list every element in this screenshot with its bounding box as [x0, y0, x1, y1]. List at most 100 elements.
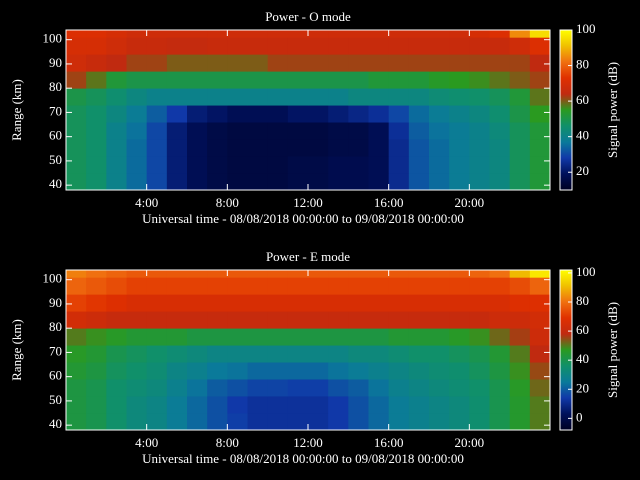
- heatmap-cell: [469, 311, 490, 329]
- heatmap-cell: [529, 105, 551, 123]
- heatmap-cell: [86, 362, 107, 380]
- heatmap-cell: [308, 71, 329, 89]
- heatmap-cell: [469, 71, 490, 89]
- heatmap-cell: [388, 105, 410, 123]
- heatmap-cell: [66, 270, 87, 278]
- heatmap-cell: [187, 105, 208, 123]
- heatmap-cell: [267, 173, 289, 191]
- heatmap-cell: [166, 71, 188, 89]
- heatmap-cell: [328, 328, 349, 346]
- heatmap-cell: [408, 173, 430, 191]
- heatmap-cell: [408, 379, 430, 397]
- heatmap-cell: [529, 122, 551, 140]
- heatmap-cell: [449, 277, 470, 295]
- heatmap-cell: [106, 156, 127, 174]
- heatmap-cell: [146, 345, 168, 363]
- heatmap-cell: [166, 311, 188, 329]
- heatmap-cell: [66, 294, 87, 312]
- heatmap-cell: [247, 379, 269, 397]
- heatmap-cell: [146, 139, 168, 157]
- x-tick-label: 16:00: [374, 195, 404, 210]
- heatmap-cell: [489, 139, 511, 157]
- heatmap-cell: [408, 122, 430, 140]
- heatmap-cell: [267, 396, 289, 414]
- heatmap-cell: [267, 379, 289, 397]
- heatmap-cell: [207, 277, 228, 295]
- y-tick-label: 80: [49, 79, 62, 94]
- heatmap-cell: [126, 362, 148, 380]
- heatmap-cell: [328, 88, 349, 106]
- heatmap-cell: [267, 122, 289, 140]
- heatmap-cell: [227, 379, 248, 397]
- heatmap-cell: [146, 173, 168, 191]
- heatmap-cell: [429, 139, 450, 157]
- heatmap-cell: [469, 277, 490, 295]
- heatmap-cell: [408, 345, 430, 363]
- heatmap-cell: [348, 396, 369, 414]
- heatmap-cell: [408, 277, 430, 295]
- heatmap-cell: [227, 413, 248, 431]
- heatmap-cell: [328, 71, 349, 89]
- heatmap-cell: [449, 156, 470, 174]
- y-axis-label: Range (km): [9, 319, 24, 381]
- heatmap-cell: [308, 362, 329, 380]
- heatmap-cell: [429, 71, 450, 89]
- heatmap-cell: [429, 379, 450, 397]
- heatmap-cell: [66, 328, 87, 346]
- heatmap-cell: [106, 88, 127, 106]
- heatmap-cell: [529, 311, 551, 329]
- heatmap-cell: [529, 37, 551, 55]
- heatmap-cell: [308, 413, 329, 431]
- heatmap-cell: [86, 294, 107, 312]
- heatmap-cell: [489, 311, 511, 329]
- heatmap-cell: [146, 311, 168, 329]
- heatmap-cell: [287, 362, 309, 380]
- heatmap-cell: [388, 396, 410, 414]
- heatmap-cell: [408, 328, 430, 346]
- heatmap-cell: [267, 345, 289, 363]
- colorbar: [559, 29, 573, 191]
- heatmap-cell: [449, 88, 470, 106]
- heatmap-cell: [429, 156, 450, 174]
- heatmap-cell: [247, 396, 269, 414]
- heatmap-cell: [328, 54, 349, 72]
- heatmap-cell: [348, 37, 369, 55]
- heatmap-cell: [388, 362, 410, 380]
- heatmap-cell: [86, 30, 107, 38]
- heatmap-cell: [247, 294, 269, 312]
- heatmap-cell: [66, 379, 87, 397]
- heatmap-cell: [247, 30, 269, 38]
- heatmap-cell: [126, 379, 148, 397]
- heatmap-cell: [308, 105, 329, 123]
- heatmap-cell: [489, 173, 511, 191]
- heatmap-cell: [308, 277, 329, 295]
- y-tick-label: 100: [43, 31, 63, 46]
- heatmap-cell: [388, 30, 410, 38]
- heatmap-cell: [408, 54, 430, 72]
- heatmap-cell: [489, 37, 511, 55]
- heatmap-cell: [529, 362, 551, 380]
- heatmap-cell: [529, 71, 551, 89]
- heatmap-cell: [449, 345, 470, 363]
- heatmap-cell: [348, 270, 369, 278]
- heatmap-cell: [126, 37, 148, 55]
- heatmap-cell: [509, 122, 531, 140]
- heatmap-cell: [408, 362, 430, 380]
- heatmap-cell: [187, 30, 208, 38]
- heatmap-cell: [166, 345, 188, 363]
- heatmap-cell: [187, 54, 208, 72]
- heatmap-cell: [429, 294, 450, 312]
- heatmap-cell: [408, 105, 430, 123]
- heatmap-cell: [368, 379, 390, 397]
- heatmap-cell: [469, 345, 490, 363]
- heatmap-cell: [509, 30, 531, 38]
- heatmap-cell: [227, 156, 248, 174]
- heatmap-cell: [449, 54, 470, 72]
- heatmap-cell: [227, 30, 248, 38]
- heatmap-cell: [509, 54, 531, 72]
- heatmap-cell: [287, 71, 309, 89]
- heatmap-cell: [408, 413, 430, 431]
- heatmap-cell: [267, 105, 289, 123]
- heatmap-cell: [66, 139, 87, 157]
- y-tick-label: 80: [49, 319, 62, 334]
